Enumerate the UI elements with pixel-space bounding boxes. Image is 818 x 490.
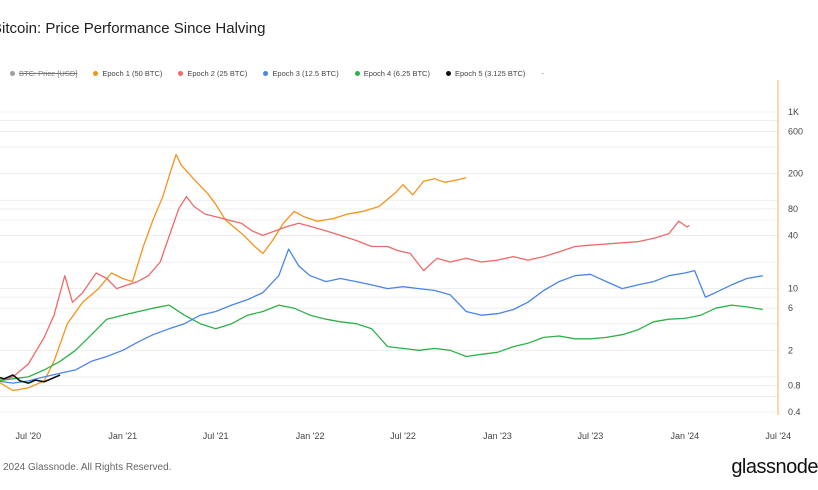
- legend-swatch: [93, 70, 99, 76]
- x-tick-label: Jul '23: [578, 431, 604, 441]
- legend-swatch: [354, 70, 360, 76]
- x-tick-label: Jul '21: [203, 431, 229, 441]
- legend-label: BTC: Price [USD]: [19, 68, 78, 78]
- x-tick-label: Jul '22: [390, 431, 416, 441]
- y-tick-label: 0.8: [788, 380, 801, 390]
- legend-swatch: [178, 70, 184, 76]
- x-tick-label: Jan '21: [108, 431, 137, 441]
- legend-swatch: [445, 70, 451, 76]
- legend-label: Epoch 3 (12.5 BTC): [272, 68, 339, 78]
- y-tick-label: 40: [788, 230, 798, 240]
- series-line-4: [0, 304, 763, 382]
- x-tick-label: Jan '24: [670, 431, 699, 441]
- legend-item-4[interactable]: Epoch 4 (6.25 BTC): [354, 68, 430, 78]
- legend-label: Epoch 4 (6.25 BTC): [363, 68, 430, 78]
- series-line-2: [0, 195, 690, 381]
- y-tick-label: 600: [788, 127, 803, 137]
- x-tick-label: Jan '22: [296, 431, 325, 441]
- y-tick-label: 0.4: [788, 407, 801, 417]
- legend-more[interactable]: -: [541, 68, 544, 78]
- y-tick-label: 2: [788, 345, 793, 355]
- legend-label: Epoch 2 (25 BTC): [187, 68, 248, 78]
- y-tick-label: 10: [788, 284, 798, 294]
- x-tick-label: Jul '20: [15, 431, 41, 441]
- page-title: Bitcoin: Price Performance Since Halving: [0, 20, 266, 37]
- x-tick-label: Jan '23: [483, 431, 512, 441]
- y-tick-label: 6: [788, 303, 793, 313]
- legend-label: Epoch 1 (50 BTC): [102, 68, 163, 78]
- series-line-3: [0, 248, 763, 384]
- y-tick-label: 1K: [788, 107, 799, 117]
- legend-item-0[interactable]: BTC: Price [USD]: [10, 69, 77, 78]
- y-tick-label: 200: [788, 169, 803, 179]
- legend-item-2[interactable]: Epoch 2 (25 BTC): [178, 69, 247, 78]
- legend-swatch: [263, 70, 269, 76]
- series-line-5: [0, 374, 61, 384]
- copyright: 2024 Glassnode. All Rights Reserved.: [3, 462, 172, 473]
- legend: BTC: Price [USD] Epoch 1 (50 BTC) Epoch 2 …: [10, 66, 544, 80]
- glassnode-logo: glassnode: [731, 456, 818, 478]
- y-tick-label: 80: [788, 204, 798, 214]
- legend-item-5[interactable]: Epoch 5 (3.125 BTC): [445, 68, 526, 78]
- legend-label: Epoch 5 (3.125 BTC): [454, 68, 526, 78]
- x-tick-label: Jul '24: [765, 431, 791, 441]
- legend-item-1[interactable]: Epoch 1 (50 BTC): [93, 69, 162, 78]
- legend-item-3[interactable]: Epoch 3 (12.5 BTC): [263, 68, 339, 78]
- legend-swatch: [10, 70, 15, 76]
- series-line-1: [0, 153, 467, 392]
